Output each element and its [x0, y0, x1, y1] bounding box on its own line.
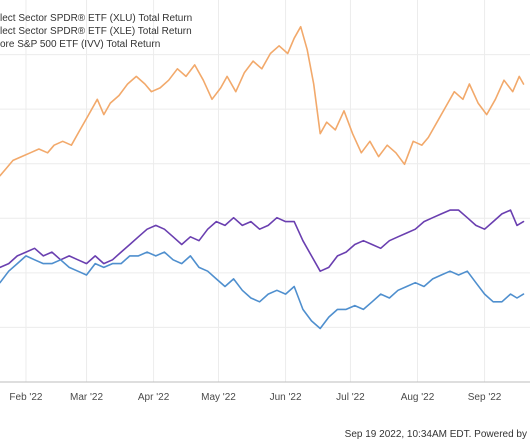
x-tick-label: Aug '22	[401, 392, 435, 403]
legend-item-ivv: ore S&P 500 ETF (IVV) Total Return	[0, 39, 160, 50]
series-line	[0, 251, 525, 330]
footer-source-note: Sep 19 2022, 10:34AM EDT. Powered by	[345, 429, 527, 440]
x-tick-label: Mar '22	[70, 392, 103, 403]
series-line	[0, 25, 525, 177]
legend-item-xlu: lect Sector SPDR® ETF (XLU) Total Return	[0, 13, 192, 24]
x-tick-label: Jul '22	[336, 392, 365, 403]
legend-item-xle: lect Sector SPDR® ETF (XLE) Total Return	[0, 26, 192, 37]
x-axis: Feb '22 Mar '22 Apr '22 May '22 Jun '22 Jul '…	[0, 381, 530, 403]
x-tick-label: Apr '22	[138, 392, 170, 403]
x-tick-label: Sep '22	[468, 392, 502, 403]
footer: Sep 19 2022, 10:34AM EDT. Powered by	[345, 429, 527, 440]
grid	[0, 0, 530, 382]
x-tick-label: Feb '22	[9, 392, 42, 403]
x-tick-label: Jun '22	[270, 392, 302, 403]
x-tick-label: May '22	[201, 392, 236, 403]
series-line	[0, 209, 525, 272]
legend: lect Sector SPDR® ETF (XLU) Total Return…	[0, 13, 192, 50]
series-lines	[0, 25, 525, 330]
